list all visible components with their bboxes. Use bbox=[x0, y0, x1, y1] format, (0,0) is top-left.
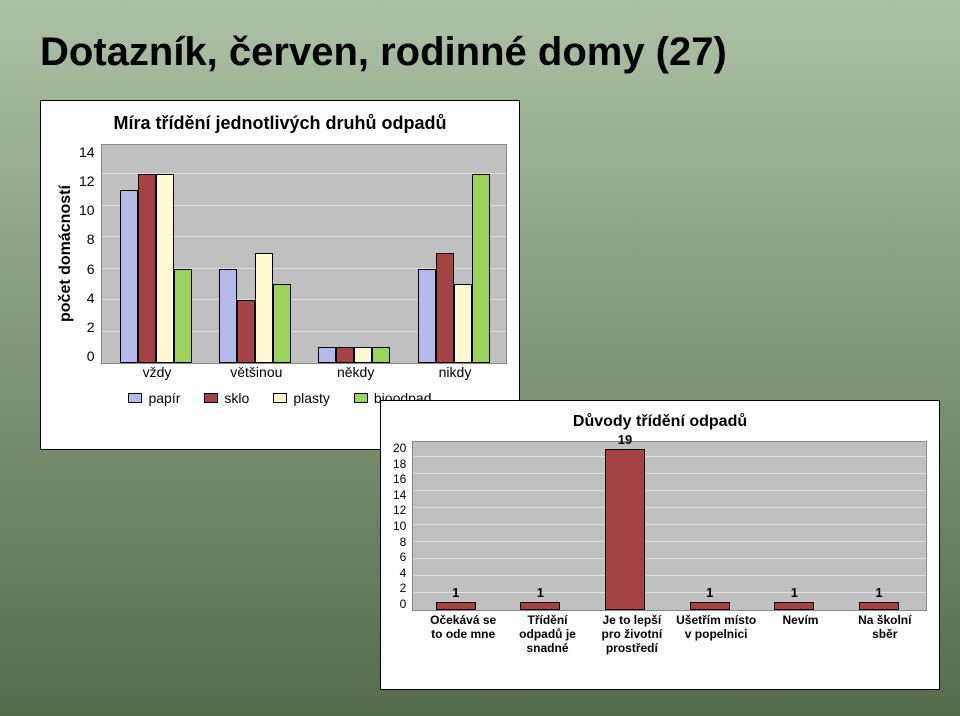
chart2-value-label: 1 bbox=[837, 585, 922, 600]
chart1-ytick: 6 bbox=[87, 261, 95, 277]
chart2-ytick: 16 bbox=[393, 472, 406, 486]
chart1-bar bbox=[372, 347, 390, 363]
chart2-ytick: 18 bbox=[393, 457, 406, 471]
chart2-ytick: 20 bbox=[393, 441, 406, 455]
slide-title: Dotazník, červen, rodinné domy (27) bbox=[40, 30, 920, 75]
chart1-legend-item: papír bbox=[128, 390, 180, 406]
chart1-plot-area bbox=[101, 144, 507, 364]
chart2-bar bbox=[690, 602, 730, 611]
chart1-bar bbox=[436, 253, 454, 363]
chart2-value-label: 1 bbox=[498, 585, 583, 600]
chart1-bar bbox=[454, 284, 472, 363]
chart2-value-label: 19 bbox=[583, 432, 668, 447]
chart-reasons: Důvody třídění odpadů 20181614121086420 … bbox=[380, 400, 940, 690]
chart2-bar bbox=[605, 449, 645, 611]
chart2-bar bbox=[859, 602, 899, 611]
slide: Dotazník, červen, rodinné domy (27) Míra… bbox=[0, 0, 960, 716]
legend-swatch bbox=[128, 393, 142, 403]
chart1-xlabel: vždy bbox=[113, 364, 201, 380]
chart2-ytick: 12 bbox=[393, 503, 406, 517]
chart1-bar bbox=[418, 269, 436, 363]
chart1-ytick: 8 bbox=[87, 231, 95, 247]
chart1-bar bbox=[237, 300, 255, 363]
chart1-bar bbox=[336, 347, 354, 363]
chart2-xlabel: Třídění odpadů je snadné bbox=[505, 611, 589, 655]
chart2-xlabel: Nevím bbox=[758, 611, 842, 655]
chart1-ylabel: počet domácností bbox=[53, 144, 79, 364]
chart2-bar bbox=[436, 602, 476, 611]
chart2-xlabel: Ušetřím místo v popelnici bbox=[674, 611, 758, 655]
chart2-ytick: 2 bbox=[400, 581, 407, 595]
chart1-bar bbox=[174, 269, 192, 363]
legend-label: papír bbox=[148, 390, 180, 406]
chart1-bar-group bbox=[211, 253, 299, 363]
chart2-ytick: 6 bbox=[400, 550, 407, 564]
chart1-bar bbox=[219, 269, 237, 363]
chart1-bar bbox=[255, 253, 273, 363]
chart2-ytick: 10 bbox=[393, 519, 406, 533]
chart2-ytick: 4 bbox=[400, 566, 407, 580]
chart2-yaxis: 20181614121086420 bbox=[393, 441, 412, 611]
chart1-bar-group bbox=[410, 174, 498, 363]
chart1-bar bbox=[472, 174, 490, 363]
chart2-ytick: 0 bbox=[400, 597, 407, 611]
chart1-bar-group bbox=[112, 174, 200, 363]
chart1-xlabel: někdy bbox=[312, 364, 400, 380]
chart1-ytick: 4 bbox=[87, 290, 95, 306]
chart1-bar bbox=[156, 174, 174, 363]
legend-swatch bbox=[354, 393, 368, 403]
chart1-bar bbox=[138, 174, 156, 363]
chart2-value-label: 1 bbox=[667, 585, 752, 600]
chart1-bar bbox=[273, 284, 291, 363]
chart1-ytick: 2 bbox=[87, 319, 95, 335]
chart1-ytick: 12 bbox=[79, 173, 95, 189]
chart2-plot-area: 1119111 bbox=[412, 441, 927, 611]
chart1-legend-item: sklo bbox=[204, 390, 249, 406]
chart2-ytick: 8 bbox=[400, 535, 407, 549]
chart1-title: Míra třídění jednotlivých druhů odpadů bbox=[53, 113, 507, 134]
legend-label: sklo bbox=[224, 390, 249, 406]
chart2-bar bbox=[774, 602, 814, 611]
legend-swatch bbox=[204, 393, 218, 403]
chart1-bar bbox=[120, 190, 138, 363]
legend-label: plasty bbox=[293, 390, 330, 406]
chart1-legend-item: plasty bbox=[273, 390, 330, 406]
chart1-bar bbox=[318, 347, 336, 363]
chart1-ytick: 10 bbox=[79, 202, 95, 218]
chart2-value-label: 1 bbox=[413, 585, 498, 600]
chart2-bar bbox=[520, 602, 560, 611]
chart1-xlabel: nikdy bbox=[411, 364, 499, 380]
chart1-yaxis: 14 12 10 8 6 4 2 0 bbox=[79, 144, 101, 364]
chart1-xaxis: vždy většinou někdy nikdy bbox=[103, 364, 507, 380]
chart2-xlabel: Na školní sběr bbox=[843, 611, 927, 655]
chart2-xaxis: Očekává se to ode mneTřídění odpadů je s… bbox=[421, 611, 927, 655]
chart2-xlabel: Je to lepší pro životní prostředí bbox=[590, 611, 674, 655]
chart2-value-label: 1 bbox=[752, 585, 837, 600]
chart2-title: Důvody třídění odpadů bbox=[393, 413, 927, 431]
chart2-ytick: 14 bbox=[393, 488, 406, 502]
legend-swatch bbox=[273, 393, 287, 403]
chart1-xlabel: většinou bbox=[212, 364, 300, 380]
chart-sorting-rate: Míra třídění jednotlivých druhů odpadů p… bbox=[40, 100, 520, 450]
chart2-xlabel: Očekává se to ode mne bbox=[421, 611, 505, 655]
chart1-ytick: 0 bbox=[87, 348, 95, 364]
chart1-bar bbox=[354, 347, 372, 363]
chart1-ytick: 14 bbox=[79, 144, 95, 160]
chart1-bar-group bbox=[310, 347, 398, 363]
